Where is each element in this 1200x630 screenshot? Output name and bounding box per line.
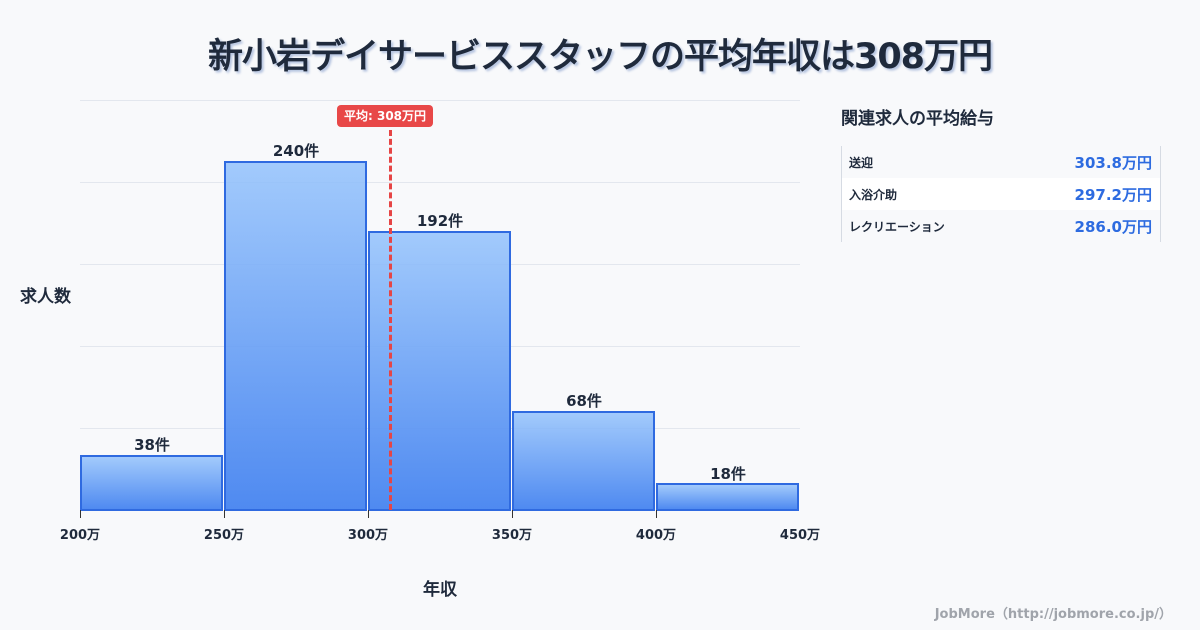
bar-value-label: 18件 — [710, 465, 746, 483]
bar-value-label: 240件 — [272, 142, 320, 160]
histogram-bar — [224, 161, 367, 511]
x-axis-label: 年収 — [423, 580, 457, 600]
page-title: 新小岩デイサービススタッフの平均年収は308万円 — [207, 37, 993, 77]
related-row: 送迎 303.8万円 — [842, 146, 1160, 178]
x-tick-label: 450万 — [779, 528, 821, 543]
x-tick-label: 300万 — [347, 528, 389, 543]
related-jobs-table: 送迎 303.8万円 入浴介助 297.2万円 レクリエーション 286.0万円 — [841, 146, 1161, 242]
y-axis-label: 求人数 — [20, 287, 71, 307]
histogram-bar — [512, 411, 655, 511]
gridline — [80, 100, 800, 101]
gridline — [80, 182, 800, 183]
x-tick — [368, 510, 369, 518]
related-job-name: レクリエーション — [849, 219, 945, 234]
x-tick — [512, 510, 513, 518]
related-job-salary: 303.8万円 — [1074, 153, 1152, 172]
related-row: 入浴介助 297.2万円 — [842, 178, 1160, 210]
related-job-salary: 286.0万円 — [1074, 217, 1152, 236]
bar-value-label: 68件 — [566, 392, 602, 410]
histogram-bar — [656, 483, 799, 511]
related-row: レクリエーション 286.0万円 — [842, 210, 1160, 242]
related-jobs-title: 関連求人の平均給与 — [841, 109, 994, 129]
x-tick — [656, 510, 657, 518]
footer-credit: JobMore（http://jobmore.co.jp/） — [934, 607, 1172, 622]
mean-badge: 平均: 308万円 — [337, 105, 434, 127]
x-tick-label: 250万 — [203, 528, 245, 543]
x-tick-label: 350万 — [491, 528, 533, 543]
histogram-chart: 求人数 38件 240件 192件 68件 18件 平均: 308万円 200万… — [20, 100, 821, 600]
x-tick-label: 400万 — [635, 528, 677, 543]
bar-value-label: 38件 — [134, 436, 170, 454]
mean-line — [389, 130, 392, 510]
related-job-name: 入浴介助 — [849, 187, 898, 202]
histogram-bar — [80, 455, 223, 511]
x-tick-label: 200万 — [59, 528, 101, 543]
x-tick — [80, 510, 81, 518]
related-job-name: 送迎 — [849, 155, 874, 170]
bar-value-label: 192件 — [416, 212, 464, 230]
x-tick — [224, 510, 225, 518]
related-job-salary: 297.2万円 — [1074, 185, 1152, 204]
